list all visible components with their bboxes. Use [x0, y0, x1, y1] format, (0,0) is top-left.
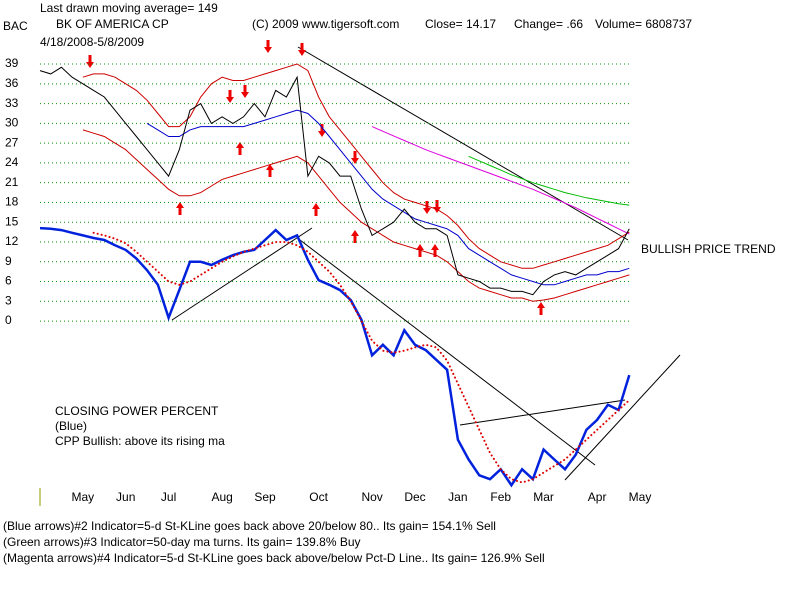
- trend-line: [564, 354, 681, 481]
- signal-arrow: [351, 230, 359, 243]
- signal-arrow: [236, 142, 244, 155]
- signal-arrows: [86, 40, 545, 315]
- note: (Blue arrows)#2 Indicator=5-d St-KLine g…: [3, 519, 496, 533]
- y-tick-label: 33: [5, 96, 19, 110]
- signal-arrow: [423, 201, 431, 214]
- series-line: [146, 109, 630, 286]
- x-tick-label: Sep: [254, 490, 276, 504]
- signal-arrow: [226, 90, 234, 103]
- signal-arrow: [266, 164, 274, 177]
- trend-line: [299, 239, 596, 466]
- chart-title: BK OF AMERICA CP: [56, 17, 169, 31]
- y-tick-label: 12: [5, 234, 19, 248]
- y-tick-label: 18: [5, 195, 19, 209]
- y-tick-label: 39: [5, 56, 19, 70]
- signal-arrow: [537, 302, 545, 315]
- series-line: [82, 63, 630, 269]
- signal-arrow: [264, 40, 272, 53]
- trend-line: [459, 399, 626, 426]
- series-line: [92, 231, 631, 484]
- y-tick-label: 6: [5, 274, 12, 288]
- series-line: [468, 155, 630, 206]
- copyright: (C) 2009 www.tigersoft.com: [252, 17, 399, 31]
- stat: Change= .66: [514, 17, 583, 31]
- signal-arrow: [318, 124, 326, 137]
- signal-arrow: [351, 151, 359, 164]
- signal-arrow: [312, 203, 320, 216]
- y-tick-label: 15: [5, 214, 19, 228]
- series-line: [39, 226, 631, 488]
- y-tick-label: 27: [5, 135, 19, 149]
- x-tick-label: Dec: [404, 490, 425, 504]
- stat: Close= 14.17: [425, 17, 496, 31]
- x-tick-label: Jan: [448, 490, 467, 504]
- x-tick-label: Feb: [490, 490, 511, 504]
- x-tick-label: Apr: [588, 490, 607, 504]
- signal-arrow: [298, 43, 306, 56]
- trend-lines: [171, 46, 681, 481]
- x-tick-label: Jul: [161, 490, 176, 504]
- y-tick-label: 3: [5, 293, 12, 307]
- y-tick-label: 9: [5, 254, 12, 268]
- stat: Volume= 6808737: [595, 17, 692, 31]
- y-tick-label: 36: [5, 76, 19, 90]
- x-tick-label: Oct: [309, 490, 328, 504]
- note: (Green arrows)#3 Indicator=50-day ma tur…: [3, 535, 361, 549]
- signal-arrow: [86, 55, 94, 68]
- y-tick-label: 30: [5, 116, 19, 130]
- note: (Magenta arrows)#4 Indicator=5-d St-KLin…: [3, 551, 545, 565]
- x-tick-label: Nov: [361, 490, 382, 504]
- annotation: CPP Bullish: above its rising ma: [55, 434, 225, 448]
- y-tick-label: 21: [5, 175, 19, 189]
- annotation: CLOSING POWER PERCENT: [55, 404, 219, 418]
- series-line: [39, 66, 630, 296]
- x-tick-label: Aug: [211, 490, 232, 504]
- series-line: [371, 126, 630, 235]
- subtitle: Last drawn moving average= 149: [40, 1, 218, 15]
- ticker: BAC: [3, 19, 28, 33]
- x-tick-label: Jun: [116, 490, 135, 504]
- series-line: [82, 129, 630, 302]
- x-tick-label: May: [629, 490, 652, 504]
- y-tick-label: 24: [5, 155, 19, 169]
- y-tick-label: 0: [5, 313, 12, 327]
- trend-line: [297, 46, 629, 241]
- signal-arrow: [431, 244, 439, 257]
- x-tick-label: Mar: [533, 490, 554, 504]
- annotation: (Blue): [55, 419, 87, 433]
- annotation: BULLISH PRICE TREND: [641, 242, 776, 256]
- signal-arrow: [176, 202, 184, 215]
- signal-arrow: [241, 85, 249, 98]
- x-tick-label: May: [72, 490, 95, 504]
- date-range: 4/18/2008-5/8/2009: [40, 35, 144, 49]
- signal-arrow: [433, 200, 441, 213]
